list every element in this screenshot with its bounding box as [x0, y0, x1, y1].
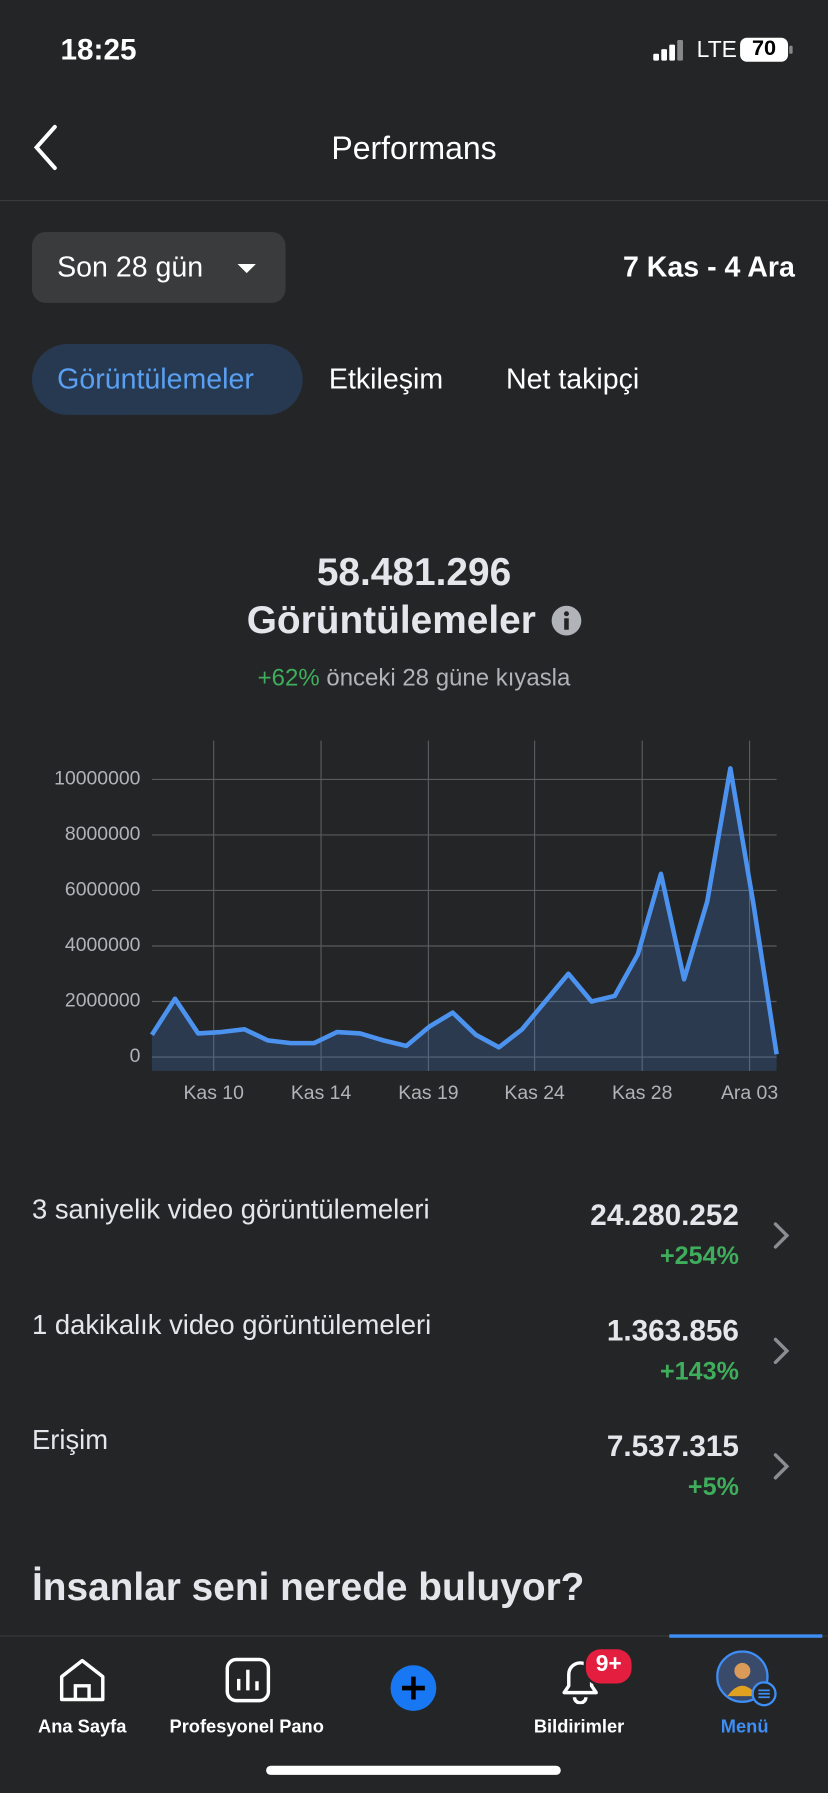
- line: [149, 766, 779, 1055]
- y-tick-label: 8000000: [65, 823, 141, 845]
- y-tick-label: 2000000: [65, 990, 141, 1012]
- metric-change: +5%: [687, 1472, 739, 1501]
- y-tick-label: 10000000: [54, 768, 141, 790]
- metric-label: 3 saniyelik video görüntülemeleri: [31, 1194, 430, 1226]
- nav-active-bar: [669, 1634, 823, 1638]
- metric-label: Erişim: [31, 1425, 109, 1457]
- profile-avatar[interactable]: [716, 1650, 778, 1709]
- nav-label[interactable]: Profesyonel Pano: [169, 1717, 324, 1738]
- change-percent: +62%: [257, 665, 320, 692]
- create-button[interactable]: [389, 1664, 437, 1712]
- badge: 9+: [595, 1651, 622, 1677]
- tab[interactable]: Etkileşim: [328, 363, 444, 396]
- total-value: 58.481.296: [316, 550, 512, 595]
- tab[interactable]: Net takipçi: [505, 363, 640, 396]
- metric-change: +254%: [659, 1241, 739, 1270]
- home-indicator: [266, 1765, 561, 1775]
- y-tick-label: 4000000: [65, 934, 141, 956]
- x-tick-label: Kas 14: [291, 1082, 352, 1104]
- tab[interactable]: Görüntülemeler: [57, 363, 254, 396]
- tab-active-bg: [31, 344, 303, 415]
- back-button[interactable]: [30, 123, 64, 171]
- metric-value: 1.363.856: [606, 1313, 739, 1348]
- nav-label[interactable]: Bildirimler: [533, 1717, 625, 1738]
- total-label: Görüntülemeler: [246, 598, 536, 643]
- change-line: +62% önceki 28 güne kıyasla: [0, 666, 828, 690]
- change-comparison: önceki 28 güne kıyasla: [326, 665, 571, 692]
- x-tick-label: Kas 28: [612, 1082, 672, 1104]
- x-tick-label: Kas 24: [504, 1082, 565, 1104]
- dashboard-icon[interactable]: [224, 1656, 272, 1704]
- x-tick-label: Kas 10: [183, 1082, 244, 1104]
- chevron[interactable]: [772, 1336, 790, 1366]
- dropdown-caret: [237, 264, 256, 274]
- area: [151, 768, 777, 1071]
- divider: [0, 200, 828, 202]
- info-icon[interactable]: [550, 605, 582, 637]
- status-network: LTE: [696, 37, 737, 63]
- x-tick-label: Ara 03: [721, 1082, 778, 1104]
- badge-bg: [583, 1646, 634, 1686]
- metric-value: 24.280.252: [590, 1197, 739, 1233]
- home-icon[interactable]: [57, 1656, 107, 1704]
- status-icons: [653, 37, 793, 62]
- metric-value: 7.537.315: [606, 1428, 739, 1463]
- chevron[interactable]: [772, 1451, 790, 1481]
- status-battery: 70: [751, 36, 777, 61]
- chevron[interactable]: [772, 1221, 790, 1251]
- nav-label[interactable]: Ana Sayfa: [38, 1717, 127, 1738]
- section-title: İnsanlar seni nerede buluyor?: [31, 1565, 585, 1610]
- metric-label: 1 dakikalık video görüntülemeleri: [31, 1309, 432, 1341]
- y-tick-label: 0: [130, 1045, 141, 1067]
- nav-label[interactable]: Menü: [720, 1717, 769, 1738]
- metric-change: +143%: [659, 1356, 739, 1386]
- status-time: 18:25: [60, 32, 137, 67]
- date-range: 7 Kas - 4 Ara: [622, 251, 795, 284]
- period-label: Son 28 gün: [57, 251, 204, 284]
- y-tick-label: 6000000: [65, 879, 141, 901]
- chart: Kas 10 Kas 14 Kas 19 Kas 24 Kas 28 Ara 03 0 200…: [54, 740, 779, 1104]
- header-title: Performans: [331, 130, 497, 166]
- x-tick-label: Kas 19: [398, 1082, 458, 1104]
